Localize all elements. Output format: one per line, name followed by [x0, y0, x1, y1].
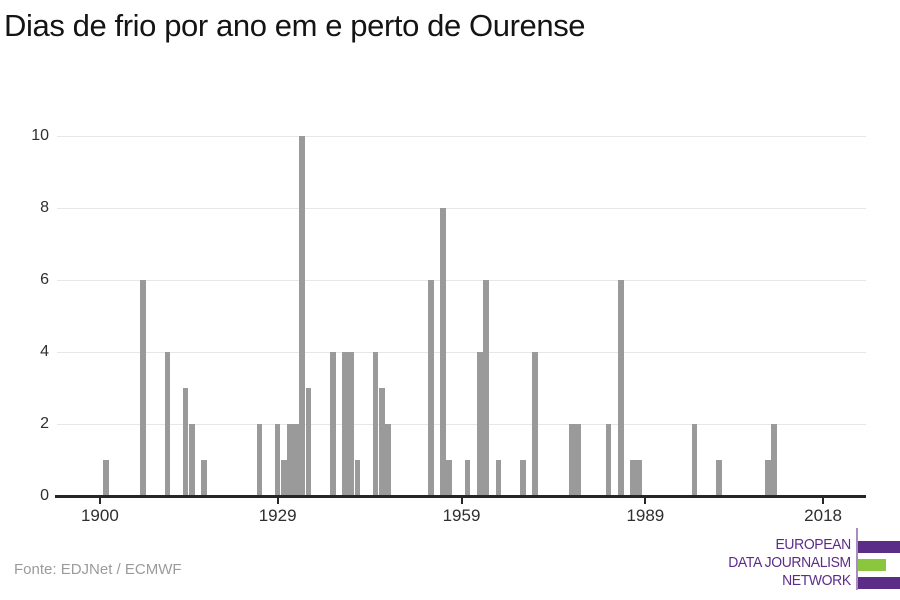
- bar-1985: [618, 280, 624, 496]
- edjnet-logo-bar-bottom: [858, 577, 900, 589]
- x-tick-2018: [822, 497, 825, 504]
- x-tick-label-2018: 2018: [804, 506, 842, 525]
- bar-1907: [140, 280, 146, 496]
- chart-title: Dias de frio por ano em e perto de Ouren…: [4, 8, 586, 43]
- bar-2009: [765, 460, 771, 496]
- edjnet-logo-vline: [856, 528, 858, 590]
- bar-1960: [464, 460, 471, 496]
- x-tick-label-1929: 1929: [258, 506, 297, 525]
- y-tick-label-6: 6: [40, 271, 49, 288]
- x-tick-label-1900: 1900: [80, 506, 119, 525]
- y-tick-label-10: 10: [31, 127, 49, 144]
- bar-1971: [532, 352, 538, 496]
- bar-1988: [636, 460, 642, 496]
- bar-1915: [189, 424, 195, 496]
- edjnet-logo-bar-top: [858, 541, 900, 553]
- bar-1965: [495, 460, 502, 496]
- bar-1938: [330, 352, 336, 496]
- bar-1956: [440, 208, 446, 496]
- bar-2001: [716, 460, 722, 496]
- x-tick-1989: [644, 497, 647, 504]
- bar-1917: [201, 460, 207, 496]
- gridline-y-4: [57, 351, 866, 353]
- bar-1930: [281, 460, 287, 496]
- edjnet-logo-line1: EUROPEAN: [775, 536, 852, 553]
- y-tick-label-8: 8: [40, 199, 49, 216]
- bar-1997: [691, 424, 698, 496]
- gridline-y-6: [57, 279, 866, 281]
- source-note: Fonte: EDJNet / ECMWF: [14, 561, 182, 578]
- bar-1945: [372, 352, 379, 496]
- bar-1983: [605, 424, 612, 496]
- bar-2010: [771, 424, 777, 496]
- edjnet-logo-line3: NETWORK: [782, 572, 851, 589]
- bar-1969: [520, 460, 526, 496]
- y-tick-label-2: 2: [40, 415, 49, 432]
- bar-1932: [293, 424, 299, 496]
- bar-1926: [256, 424, 262, 496]
- bar-1962: [477, 352, 483, 496]
- bar-1947: [385, 424, 391, 496]
- bar-1931: [287, 424, 293, 496]
- bar-1933: [299, 136, 305, 496]
- y-tick-label-0: 0: [40, 487, 49, 504]
- bar-1911: [164, 352, 171, 496]
- x-tick-1929: [276, 497, 279, 504]
- bar-1929: [274, 424, 281, 496]
- x-axis-line: [55, 494, 866, 498]
- bar-1941: [348, 352, 354, 496]
- bar-1942: [354, 460, 361, 496]
- bar-1987: [630, 460, 636, 496]
- gridline-y-8: [57, 207, 866, 209]
- bar-1978: [575, 424, 581, 496]
- edjnet-logo-bar-middle: [858, 559, 886, 571]
- gridline-y-10: [57, 135, 866, 137]
- bar-1940: [342, 352, 348, 496]
- bar-1946: [379, 388, 385, 496]
- bar-1957: [446, 460, 452, 496]
- y-tick-label-4: 4: [40, 343, 49, 360]
- gridline-y-2: [57, 423, 866, 425]
- edjnet-logo-line2: DATA JOURNALISM: [728, 554, 851, 571]
- x-tick-1959: [460, 497, 463, 504]
- x-tick-label-1959: 1959: [442, 506, 481, 525]
- edjnet-logo-text: EUROPEAN DATA JOURNALISM NETWORK: [728, 536, 851, 590]
- bar-1977: [569, 424, 575, 496]
- x-tick-label-1989: 1989: [626, 506, 665, 525]
- x-tick-1900: [98, 497, 101, 504]
- bar-1963: [483, 280, 489, 496]
- bar-1934: [305, 388, 312, 496]
- bar-1901: [103, 460, 109, 496]
- bar-1954: [428, 280, 434, 496]
- bar-1914: [182, 388, 189, 496]
